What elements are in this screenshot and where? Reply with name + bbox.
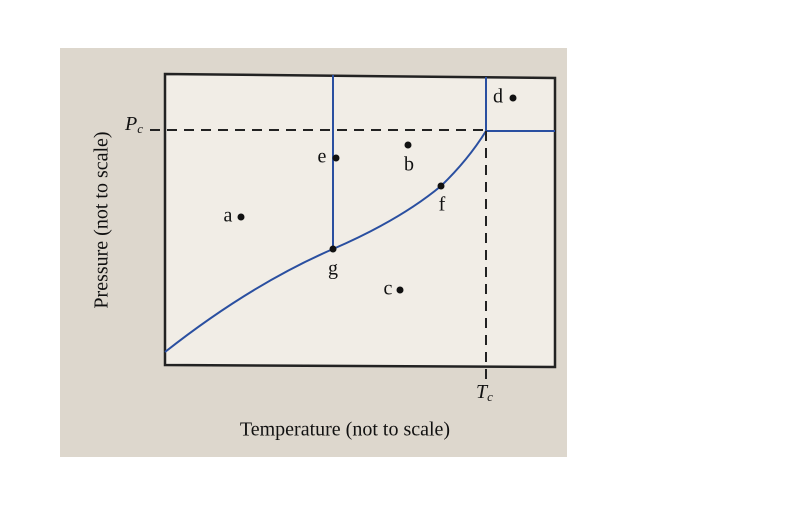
point-dot [509, 94, 517, 102]
point-label: g [328, 258, 338, 280]
points: a b c d e f g [224, 86, 517, 300]
point-dot [437, 182, 445, 190]
point-dot [396, 286, 404, 294]
y-axis-label: Pressure (not to scale) [91, 131, 113, 308]
tc-label: Tc [476, 381, 493, 404]
x-axis-label: Temperature (not to scale) [240, 419, 450, 441]
point-label: d [493, 86, 503, 108]
vapor-pressure-curve [164, 130, 487, 353]
point-dot [404, 141, 412, 149]
point-label: b [404, 154, 414, 176]
pc-label: Pc [124, 113, 143, 136]
point-label: f [439, 194, 446, 216]
point-dot [332, 154, 340, 162]
diagram-frame [163, 72, 557, 369]
point-label: c [384, 278, 393, 300]
point-dot [329, 245, 337, 253]
point-label: e [318, 146, 327, 168]
point-label: a [224, 205, 233, 227]
point-dot [237, 213, 245, 221]
